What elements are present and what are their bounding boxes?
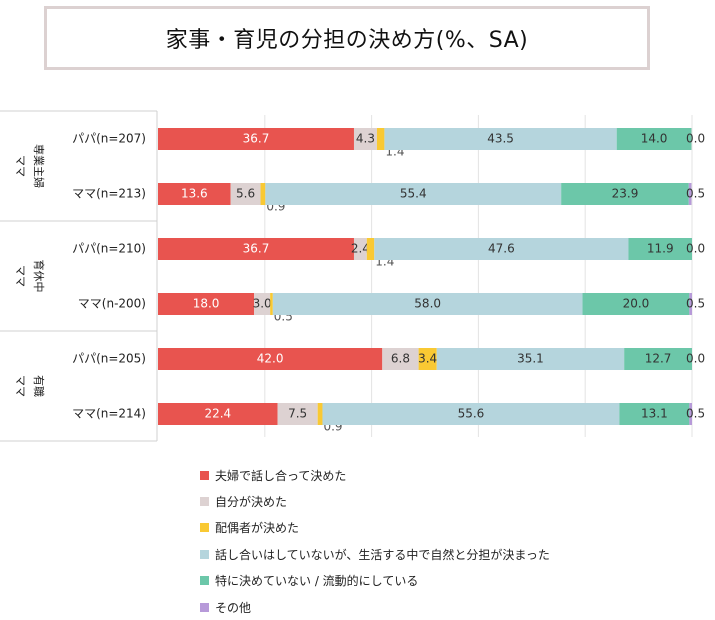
bar-segment (624, 348, 692, 370)
bar-segment (384, 128, 617, 150)
legend-swatch (200, 576, 209, 586)
bar-segment (688, 183, 692, 205)
row-label: パパ(n=210) (72, 242, 146, 256)
data-label: 13.6 (181, 187, 208, 201)
legend-item: 話し合いはしていないが、生活する中で自然と分担が決まった (200, 541, 550, 567)
data-label: 0.5 (686, 187, 705, 201)
data-label: 42.0 (257, 352, 284, 366)
legend-label: 配偶者が決めた (215, 521, 300, 536)
legend: 夫婦で話し合って決めた 自分が決めた 配偶者が決めた話し合いはしていないが、生活する… (200, 462, 550, 620)
legend-item: 自分が決めた (200, 488, 550, 514)
bar-segment (317, 403, 323, 425)
row-label: ママ(n-200) (78, 297, 146, 311)
bar-segment (158, 183, 231, 205)
row-label: パパ(n=207) (72, 132, 146, 146)
legend-item: 配偶者が決めた (200, 515, 550, 541)
bar-segment (628, 238, 692, 260)
bar-segment (376, 128, 385, 150)
bar-segment (277, 403, 318, 425)
bar-segment (374, 238, 629, 260)
chart-title-box: 家事・育児の分担の決め方(%、SA) (44, 6, 650, 70)
data-label: 18.0 (193, 297, 220, 311)
data-label: 14.0 (641, 132, 668, 146)
bar-segment (689, 403, 692, 425)
group-label-line1: ママ (14, 265, 27, 287)
data-label: 43.5 (487, 132, 514, 146)
bar-segment (230, 183, 261, 205)
data-label: 20.0 (623, 297, 650, 311)
data-label: 3.4 (418, 352, 437, 366)
bar-segment (158, 238, 354, 260)
legend-swatch (200, 523, 209, 533)
row-label: パパ(n=205) (72, 352, 146, 366)
data-label: 23.9 (612, 187, 639, 201)
bar-segment (619, 403, 690, 425)
legend-item: 特に決めていない / 流動的にしている (200, 568, 550, 594)
legend-label: 話し合いはしていないが、生活する中で自然と分担が決まった (215, 547, 550, 562)
bar-segment (265, 183, 562, 205)
data-label: 35.1 (517, 352, 544, 366)
bar-segment (254, 293, 271, 315)
group-label-line2: 専業主婦 (32, 144, 46, 188)
bar-segment (689, 293, 692, 315)
data-label: 12.7 (645, 352, 672, 366)
legend-item: 夫婦で話し合って決めた (200, 462, 550, 488)
data-label: 7.5 (288, 407, 307, 421)
bar-segment (616, 128, 692, 150)
data-label: 0.0 (686, 352, 705, 366)
data-label: 36.7 (243, 242, 270, 256)
bar-segment (382, 348, 419, 370)
legend-label: 夫婦で話し合って決めた (215, 468, 347, 483)
legend-swatch (200, 497, 209, 507)
data-label: 0.0 (686, 242, 705, 256)
data-label: 0.5 (686, 407, 705, 421)
data-label: 2.4 (351, 242, 370, 256)
row-label: ママ(n=214) (72, 407, 146, 421)
bar-segment (158, 293, 255, 315)
data-label: 13.1 (641, 407, 668, 421)
legend-label: その他 (215, 600, 252, 615)
bar-segment (418, 348, 437, 370)
legend-swatch (200, 549, 209, 559)
data-label: 11.9 (647, 242, 674, 256)
bar-segment (158, 403, 278, 425)
data-label: 3.0 (253, 297, 272, 311)
data-label: 36.7 (243, 132, 270, 146)
chart-title: 家事・育児の分担の決め方(%、SA) (165, 28, 529, 53)
data-label: 0.5 (686, 297, 705, 311)
bar-segment (270, 293, 273, 315)
data-label: 5.6 (236, 187, 255, 201)
bar-segment (353, 238, 367, 260)
bar-segment (366, 238, 375, 260)
bar-segment (436, 348, 625, 370)
legend-label: 自分が決めた (215, 495, 288, 510)
legend-swatch (200, 602, 209, 612)
data-label: 0.0 (686, 132, 705, 146)
data-label: 6.8 (391, 352, 410, 366)
bar-segment (353, 128, 377, 150)
data-label: 55.4 (400, 187, 427, 201)
bar-segment (582, 293, 690, 315)
data-label: 4.3 (356, 132, 375, 146)
bar-segment (272, 293, 583, 315)
legend-item: その他 (200, 594, 550, 620)
bar-segment (158, 348, 383, 370)
group-label-line2: 有職 (32, 375, 46, 397)
group-label-line1: ママ (14, 375, 27, 397)
legend-swatch (200, 470, 209, 480)
legend-label: 特に決めていない / 流動的にしている (215, 574, 419, 589)
data-label: 58.0 (414, 297, 441, 311)
group-label-line2: 育休中 (32, 260, 46, 293)
data-label: 22.4 (204, 407, 231, 421)
bar-segment (158, 128, 354, 150)
bar-segment (260, 183, 266, 205)
row-label: ママ(n=213) (72, 187, 146, 201)
data-label: 47.6 (488, 242, 515, 256)
data-label: 55.6 (458, 407, 485, 421)
group-label-line1: ママ (14, 155, 27, 177)
bar-segment (322, 403, 620, 425)
bar-segment (561, 183, 689, 205)
